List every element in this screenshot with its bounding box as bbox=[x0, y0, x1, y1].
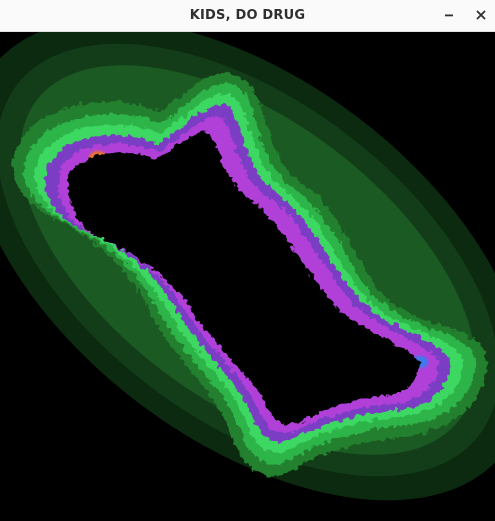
fractal-canvas[interactable] bbox=[0, 32, 495, 521]
fractal-interior bbox=[68, 131, 420, 425]
close-button[interactable] bbox=[469, 4, 493, 26]
minimize-button[interactable] bbox=[437, 4, 461, 26]
minimize-icon bbox=[445, 14, 453, 17]
julia-fractal-drawing bbox=[0, 32, 495, 521]
close-icon bbox=[476, 10, 486, 20]
title-bar[interactable]: KIDS, DO DRUG bbox=[0, 0, 495, 32]
window-title: KIDS, DO DRUG bbox=[189, 8, 306, 23]
